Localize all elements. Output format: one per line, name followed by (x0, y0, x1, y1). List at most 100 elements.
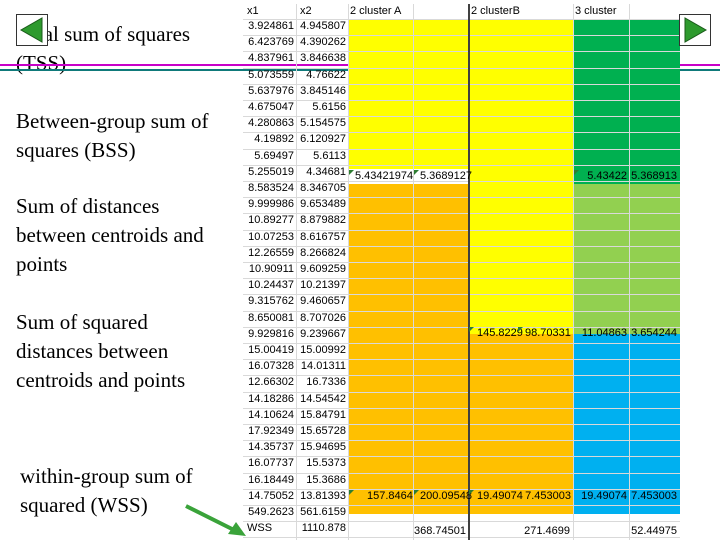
cluster-b-block-yellow (468, 19, 573, 334)
grid-row-line (243, 19, 680, 20)
grid-row-line (243, 472, 680, 474)
cell-x1: 4.675047 (248, 101, 294, 113)
spreadsheet: x1 x2 2 cluster A 2 clusterB 3 cluster 3… (243, 4, 680, 540)
cell-x1: 14.75052 (248, 489, 294, 502)
row30-value-3: 19.49074 (477, 490, 523, 502)
grid-row-line (243, 343, 680, 344)
cell-x1: 3.924861 (248, 20, 294, 32)
cell-x1: 8.583524 (248, 182, 294, 194)
cell-x1: 10.24437 (248, 279, 294, 292)
grid-row-line (243, 213, 680, 215)
cell-x2: 10.21397 (300, 279, 346, 292)
grid-row-line (243, 359, 680, 361)
grid-row-line (243, 294, 680, 296)
cell-x1: 10.90911 (248, 263, 294, 275)
prev-slide-button[interactable] (16, 14, 48, 46)
cluster-b-value-x: 145.8229 (477, 327, 523, 339)
comment-marker (349, 170, 354, 175)
cell-x2: 15.94695 (300, 441, 346, 454)
grid-row-line (243, 100, 680, 101)
grid-row-line (243, 148, 680, 150)
cell-x2: 8.346705 (300, 182, 346, 194)
grid-row-line (243, 83, 680, 85)
cluster-a-orange (348, 184, 468, 514)
cell-x2: 14.01311 (300, 360, 346, 373)
cell-x1: 6.423769 (248, 36, 294, 49)
comment-marker (469, 490, 474, 495)
triangle-left-icon (19, 17, 43, 43)
wss-cluster-a: 368.74501 (414, 525, 466, 537)
cell-x2: 8.879882 (300, 214, 346, 227)
cell-x1: 5.637976 (248, 84, 294, 97)
cluster-a-centroid-x: 5.43421974 (355, 170, 414, 182)
cell-x2: 5.6156 (312, 101, 346, 113)
comment-marker (414, 490, 419, 495)
grid-row-line (243, 262, 680, 263)
grid-row-line (243, 424, 680, 425)
cell-x1: 14.35737 (248, 441, 294, 454)
grid-row-line (243, 164, 680, 166)
cell-x2: 15.65728 (300, 425, 346, 437)
cell-x1: 16.18449 (248, 473, 294, 486)
label-sum-distances: Sum of distances between centroids and p… (16, 194, 204, 276)
row30-value-5: 19.49074 (581, 490, 627, 502)
cell-x2: 4.76622 (306, 68, 346, 81)
label-sum-squared-distances: Sum of squared distances between centroi… (16, 310, 186, 392)
cell-x2: 3.846638 (300, 52, 346, 65)
cell-x2: 16.7336 (306, 376, 346, 389)
cell-x1: 16.07328 (248, 360, 294, 373)
cell-x1: 12.66302 (248, 376, 294, 389)
header-x1: x1 (247, 5, 259, 17)
cell-x2: 8.266824 (300, 246, 346, 259)
cell-x1: 5.073559 (248, 68, 294, 81)
cell-x1: 5.69497 (254, 149, 294, 162)
label-wss: within-group sum of squared (WSS) (20, 464, 193, 517)
cell-x2: 5.6113 (313, 149, 346, 162)
arrow-to-wss-icon (185, 504, 246, 536)
cell-x2: 4.390262 (300, 36, 346, 49)
grid-col-1 (296, 4, 297, 540)
cluster-b-value-y: 98.70331 (525, 327, 571, 339)
grid-row-line (243, 521, 680, 523)
cell-x1: 16.07737 (248, 457, 294, 470)
wss-3-cluster: 52.44975 (631, 525, 677, 537)
cell-x2: 561.6159 (300, 506, 346, 518)
grid-row-line (243, 310, 680, 312)
cell-x2: 1110.878 (301, 522, 346, 535)
cell-x2: 3.845146 (300, 84, 346, 97)
grid-row-line (243, 326, 680, 328)
header-3-cluster: 3 cluster (575, 5, 617, 17)
grid-row-line (243, 245, 680, 247)
comment-marker (349, 490, 354, 495)
cell-x2: 15.00992 (300, 344, 346, 356)
grid-col-2 (348, 4, 349, 540)
cell-x1: WSS (247, 522, 273, 535)
header-x2: x2 (300, 5, 312, 17)
cell-x2: 4.34681 (306, 165, 346, 178)
cell-x1: 4.19892 (254, 133, 294, 146)
grid-row-line (243, 488, 680, 490)
cell-x2: 6.120927 (300, 133, 346, 146)
cell-x2: 15.84791 (300, 408, 346, 421)
row30-value-4: 7.453003 (525, 490, 571, 502)
grid-row-line (243, 116, 680, 118)
grid-row-line (243, 197, 680, 199)
grid-row-line (243, 229, 680, 231)
cell-x2: 5.154575 (300, 117, 346, 130)
cell-x2: 9.609259 (300, 263, 346, 275)
cell-x1: 10.07253 (248, 230, 294, 243)
comment-marker (574, 170, 579, 175)
label-bss: Between-group sum of squares (BSS) (16, 109, 209, 162)
cell-x1: 549.2623 (248, 506, 294, 518)
cluster-a-block-yellow (348, 19, 468, 169)
grid-row-line (243, 391, 680, 393)
grid-row-line (243, 132, 680, 134)
next-slide-button[interactable] (679, 14, 711, 46)
grid-row-line (243, 67, 680, 69)
cell-x2: 9.460657 (300, 295, 346, 308)
header-cluster-b: 2 clusterB (471, 5, 520, 17)
grid-row-line (243, 407, 680, 409)
cell-x2: 15.5373 (306, 457, 346, 470)
cell-x1: 9.999986 (248, 198, 294, 211)
cell-x2: 14.54542 (300, 392, 346, 405)
